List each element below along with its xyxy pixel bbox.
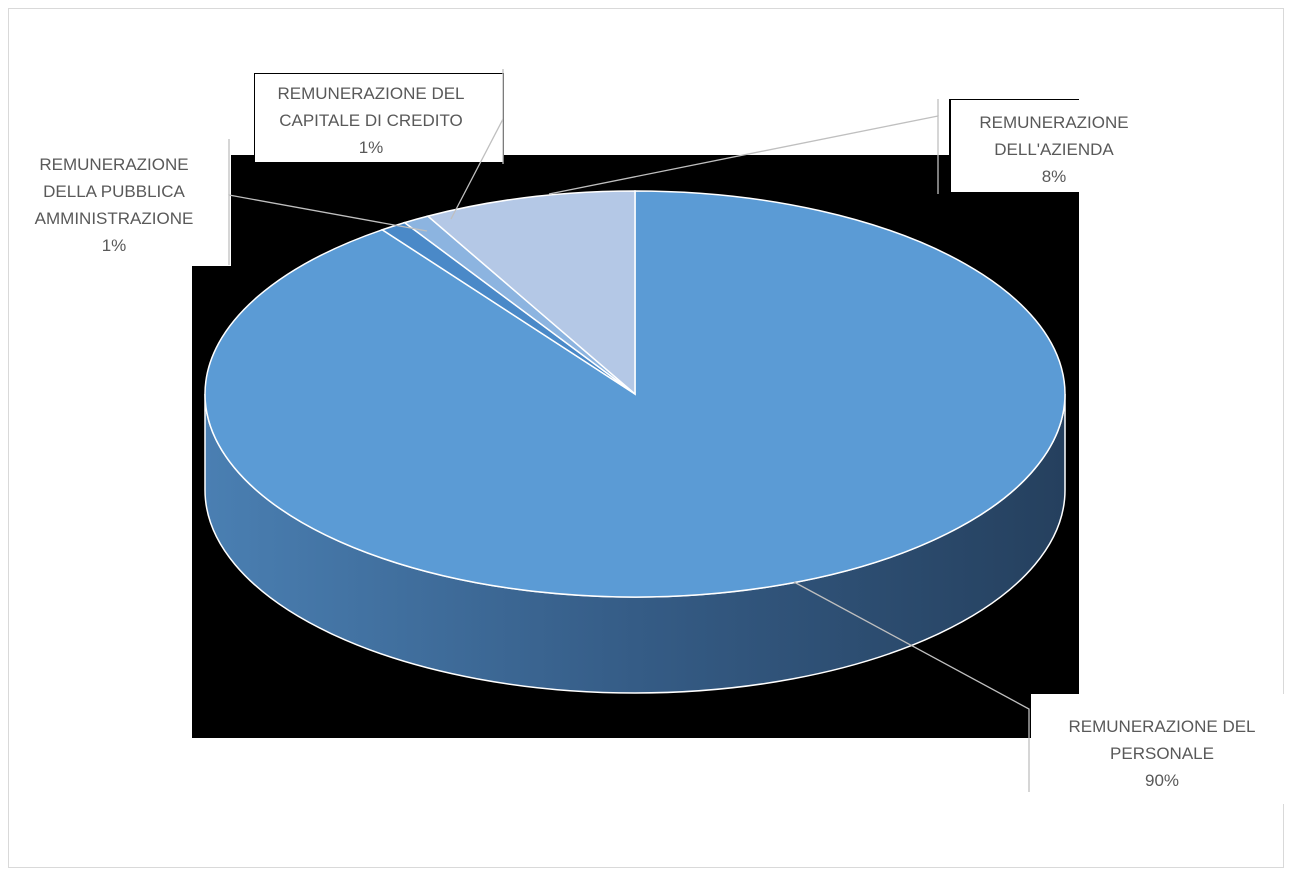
data-label-line: DELLA PUBBLICA [43, 182, 185, 201]
label-bg [951, 100, 1081, 192]
label-bg [255, 74, 503, 162]
data-label-remunerazione-del-capitale-di-credito: REMUNERAZIONE DEL CAPITALE DI CREDITO 1% [277, 84, 464, 157]
data-label-percent: 90% [1145, 771, 1179, 790]
label-bg [19, 146, 231, 266]
leader-line [793, 581, 1030, 792]
spacer [9, 9, 10, 10]
data-label-remunerazione-della-pubblica-amministrazione: REMUNERAZIONE DELLA PUBBLICA AMMINISTRAZIO… [35, 155, 194, 255]
data-label-remunerazione-dell-azienda: REMUNERAZIONE DELL'AZIENDA 8% [979, 113, 1128, 186]
data-label-line: REMUNERAZIONE [979, 113, 1128, 132]
data-label-line: DELL'AZIENDA [994, 140, 1114, 159]
data-label-line: REMUNERAZIONE DEL [1068, 717, 1255, 736]
data-label-remunerazione-del-personale: REMUNERAZIONE DEL PERSONALE 90% [1068, 717, 1255, 790]
data-label-line: PERSONALE [1110, 744, 1214, 763]
data-label-line: AMMINISTRAZIONE [35, 209, 194, 228]
pie-chart: REMUNERAZIONE DEL PERSONALE 90%REMUNERAZIO… [9, 9, 1285, 804]
data-label-percent: 8% [1042, 167, 1067, 186]
pie-slice-remunerazione-dell-azienda [426, 190, 636, 396]
data-label-percent: 1% [359, 138, 384, 157]
data-label-line: REMUNERAZIONE DEL [277, 84, 464, 103]
data-label-line: REMUNERAZIONE [39, 155, 188, 174]
chart-area: REMUNERAZIONE DEL PERSONALE 90% REMUNERAZIO… [8, 8, 1285, 868]
data-label-percent: 1% [102, 236, 127, 255]
data-label-line: CAPITALE DI CREDITO [279, 111, 463, 130]
label-bg [1031, 694, 1285, 804]
